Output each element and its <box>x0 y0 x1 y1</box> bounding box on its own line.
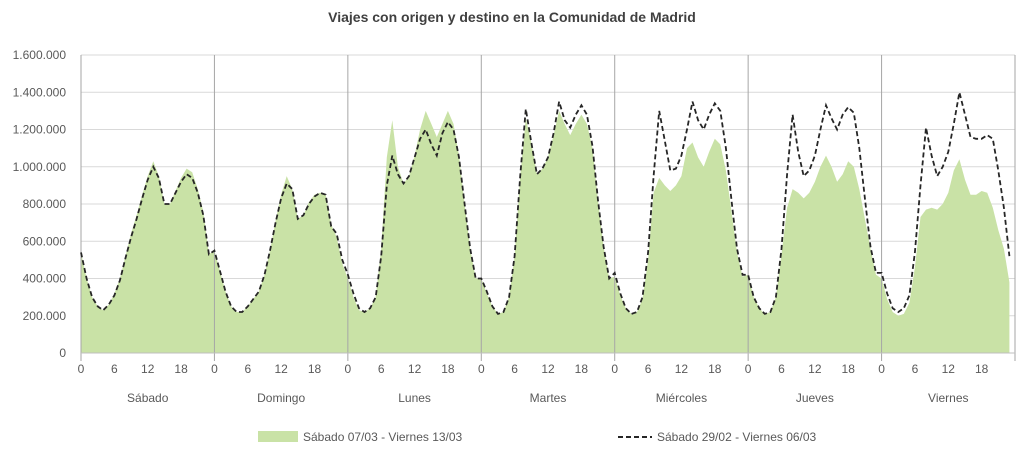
x-tick-label: 12 <box>675 362 689 376</box>
x-tick-label: 6 <box>378 362 385 376</box>
y-tick-label: 1.000.000 <box>13 160 67 174</box>
line-series-path <box>80 92 1011 315</box>
day-label: Viernes <box>928 391 968 405</box>
x-tick-label: 6 <box>111 362 118 376</box>
x-tick-label: 18 <box>575 362 589 376</box>
x-tick-label: 18 <box>842 362 856 376</box>
x-tick-label: 6 <box>912 362 919 376</box>
day-label: Martes <box>530 391 567 405</box>
line-series <box>80 92 1011 315</box>
day-separators <box>80 55 1016 361</box>
x-tick-label: 12 <box>808 362 822 376</box>
x-tick-label: 18 <box>708 362 722 376</box>
area-series <box>81 110 1010 354</box>
y-tick-label: 1.400.000 <box>13 85 67 99</box>
y-axis: 0 200.000 400.000 600.000 800.000 1.000.000 1.… <box>13 48 67 360</box>
chart-title: Viajes con origen y destino en la Comuni… <box>328 9 696 25</box>
x-tick-label: 12 <box>541 362 555 376</box>
x-tick-label: 18 <box>308 362 322 376</box>
y-tick-label: 800.000 <box>23 197 67 211</box>
x-tick-label: 18 <box>975 362 989 376</box>
x-tick-label: 6 <box>244 362 251 376</box>
x-tick-label: 6 <box>778 362 785 376</box>
y-tick-label: 400.000 <box>23 272 67 286</box>
x-tick-label: 0 <box>78 362 85 376</box>
x-axis: 0 6 12 18 Sábado 0 6 12 18 Domingo 0 6 12 18 Lunes 0 6 12… <box>78 352 1015 405</box>
day-label: Domingo <box>257 391 305 405</box>
x-tick-label: 12 <box>274 362 288 376</box>
x-tick-label: 0 <box>211 362 218 376</box>
x-tick-label: 12 <box>141 362 155 376</box>
x-tick-label: 6 <box>645 362 652 376</box>
x-tick-label: 18 <box>441 362 455 376</box>
x-tick-label: 18 <box>174 362 188 376</box>
x-tick-label: 6 <box>511 362 518 376</box>
y-tick-label: 600.000 <box>23 234 67 248</box>
y-tick-label: 1.200.000 <box>13 123 67 137</box>
x-tick-label: 0 <box>878 362 885 376</box>
legend-swatch-area <box>258 431 298 442</box>
day-label: Sábado <box>127 391 169 405</box>
y-tick-label: 1.600.000 <box>13 48 67 62</box>
day-label: Jueves <box>796 391 834 405</box>
legend: Sábado 07/03 - Viernes 13/03 Sábado 29/0… <box>258 430 817 444</box>
area-series-path <box>81 110 1010 354</box>
x-tick-label: 0 <box>345 362 352 376</box>
legend-label-line: Sábado 29/02 - Viernes 06/03 <box>657 430 817 444</box>
legend-label-area: Sábado 07/03 - Viernes 13/03 <box>303 430 463 444</box>
day-label: Lunes <box>398 391 431 405</box>
x-tick-label: 12 <box>408 362 422 376</box>
y-tick-label: 200.000 <box>23 309 67 323</box>
x-tick-label: 12 <box>942 362 956 376</box>
y-tick-label: 0 <box>59 346 66 360</box>
x-tick-label: 0 <box>478 362 485 376</box>
x-tick-label: 0 <box>611 362 618 376</box>
day-label: Miércoles <box>656 391 707 405</box>
x-tick-label: 0 <box>745 362 752 376</box>
